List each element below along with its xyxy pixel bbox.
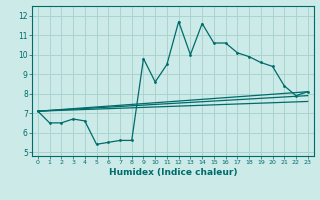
X-axis label: Humidex (Indice chaleur): Humidex (Indice chaleur) bbox=[108, 168, 237, 177]
